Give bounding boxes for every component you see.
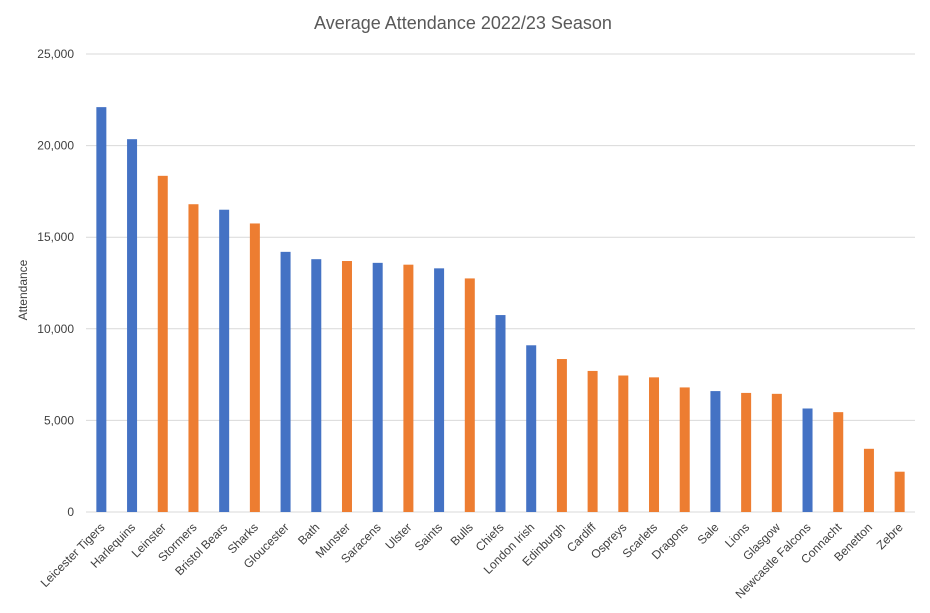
bar xyxy=(741,392,752,512)
chart-title: Average Attendance 2022/23 Season xyxy=(314,13,612,33)
x-tick-label: Saints xyxy=(412,520,445,553)
bar xyxy=(771,393,782,512)
bar xyxy=(157,175,168,512)
y-tick-label: 0 xyxy=(67,505,74,519)
x-tick-label: Sale xyxy=(695,520,722,547)
bar xyxy=(863,448,874,512)
bars xyxy=(96,107,905,513)
bar xyxy=(679,387,690,512)
x-tick-label: Ulster xyxy=(382,520,414,552)
y-tick-label: 5,000 xyxy=(44,413,74,427)
bar xyxy=(618,375,629,512)
bar xyxy=(464,278,475,512)
bar xyxy=(372,262,383,512)
x-tick-label: Zebre xyxy=(874,520,906,552)
x-tick-label: Bath xyxy=(295,520,322,547)
y-tick-label: 10,000 xyxy=(37,322,74,336)
bar xyxy=(710,391,721,512)
bar xyxy=(495,315,506,512)
bar xyxy=(894,471,905,512)
bar xyxy=(587,370,598,512)
y-axis-label: Attendance xyxy=(16,259,30,320)
bar xyxy=(188,204,199,512)
y-tick-label: 15,000 xyxy=(37,230,74,244)
bar xyxy=(434,268,445,512)
y-tick-label: 25,000 xyxy=(37,47,74,61)
bar xyxy=(127,139,138,513)
bar xyxy=(649,377,660,512)
y-tick-label: 20,000 xyxy=(37,139,74,153)
bar xyxy=(311,259,322,512)
bar xyxy=(556,359,567,512)
bar xyxy=(833,412,844,512)
bar xyxy=(341,261,352,512)
bar xyxy=(280,251,291,512)
bar xyxy=(249,223,260,512)
x-axis-ticks: Leicester TigersHarlequinsLeinsterStorme… xyxy=(38,520,906,602)
bar xyxy=(526,345,537,512)
bar xyxy=(219,209,230,512)
bar xyxy=(403,264,414,512)
bar xyxy=(96,107,107,513)
bar xyxy=(802,408,813,512)
y-axis-ticks: 0 5,000 10,000 15,000 20,000 25,000 xyxy=(37,47,74,519)
